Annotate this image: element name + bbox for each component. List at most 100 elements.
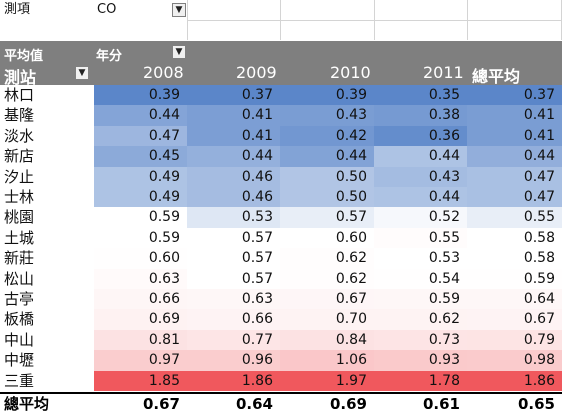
heatmap-cell: 0.57: [187, 248, 280, 269]
grand-total-2010: 0.69: [329, 395, 367, 413]
heatmap-cell: 0.79: [467, 330, 562, 350]
heatmap-cell: 0.45: [94, 146, 187, 167]
filter-field-label: 測項: [4, 2, 31, 17]
heatmap-cell: 0.93: [374, 350, 467, 371]
column-header-2010: 2010: [330, 63, 371, 82]
heatmap-cell: 0.58: [467, 228, 562, 248]
heatmap-cell: 0.57: [280, 207, 374, 228]
heatmap-cell: 0.49: [94, 167, 187, 187]
column-header-grand-total: 總平均: [472, 67, 521, 86]
row-label: 士林: [4, 188, 35, 206]
heatmap-cell: 0.66: [187, 309, 280, 330]
heatmap-cell: 0.70: [280, 309, 374, 330]
heatmap-cell: 0.37: [467, 85, 562, 105]
heatmap-cell: 0.58: [467, 248, 562, 269]
heatmap-cell: 0.53: [187, 207, 280, 228]
heatmap-cell: 0.43: [280, 105, 374, 126]
heatmap-cell: 0.63: [187, 289, 280, 309]
heatmap-cell: 0.39: [280, 85, 374, 105]
heatmap-body: 林口 0.39 0.37 0.39 0.35 0.37 基隆 0.44 0.41 0.43 0.38…: [0, 85, 562, 392]
heatmap-cell: 0.97: [94, 350, 187, 371]
grid-line: [187, 20, 562, 21]
heatmap-cell: 0.46: [187, 187, 280, 207]
row-label: 板橋: [4, 310, 35, 328]
heatmap-cell: 0.42: [280, 126, 374, 146]
heatmap-cell: 0.57: [187, 269, 280, 289]
heatmap-cell: 0.47: [467, 187, 562, 207]
heatmap-cell: 0.73: [374, 330, 467, 350]
row-label: 松山: [4, 270, 35, 288]
grand-total-overall: 0.65: [517, 395, 555, 413]
heatmap-cell: 0.55: [467, 207, 562, 228]
heatmap-cell: 0.77: [187, 330, 280, 350]
row-label: 新莊: [4, 249, 35, 267]
grand-total-label: 總平均: [4, 395, 50, 413]
heatmap-cell: 0.84: [280, 330, 374, 350]
heatmap-cell: 0.41: [467, 126, 562, 146]
value-field-label: 平均值: [4, 49, 44, 64]
heatmap-cell: 0.53: [374, 248, 467, 269]
heatmap-cell: 0.44: [467, 146, 562, 167]
row-label: 桃園: [4, 208, 35, 226]
heatmap-cell: 1.06: [280, 350, 374, 371]
heatmap-cell: 0.62: [280, 248, 374, 269]
row-field-label: 測站: [4, 68, 37, 87]
heatmap-cell: 0.44: [374, 146, 467, 167]
heatmap-cell: 0.60: [94, 248, 187, 269]
column-field-label: 年分: [96, 49, 123, 64]
heatmap-cell: 1.78: [374, 371, 467, 391]
heatmap-cell: 0.66: [94, 289, 187, 309]
column-header-2009: 2009: [236, 63, 277, 82]
heatmap-cell: 0.55: [374, 228, 467, 248]
heatmap-cell: 0.47: [467, 167, 562, 187]
row-label: 中山: [4, 331, 35, 349]
heatmap-cell: 0.62: [280, 269, 374, 289]
row-label: 土城: [4, 229, 35, 247]
column-header-2011: 2011: [423, 63, 464, 82]
heatmap-cell: 0.41: [187, 105, 280, 126]
heatmap-cell: 0.50: [280, 167, 374, 187]
heatmap-cell: 0.44: [374, 187, 467, 207]
row-label: 淡水: [4, 127, 35, 145]
heatmap-cell: 0.47: [94, 126, 187, 146]
heatmap-cell: 0.67: [280, 289, 374, 309]
heatmap-cell: 0.37: [187, 85, 280, 105]
heatmap-cell: 0.46: [187, 167, 280, 187]
heatmap-cell: 0.64: [467, 289, 562, 309]
heatmap-cell: 0.69: [94, 309, 187, 330]
grand-total-2009: 0.64: [235, 395, 273, 413]
heatmap-cell: 0.96: [187, 350, 280, 371]
heatmap-cell: 1.86: [467, 371, 562, 391]
heatmap-cell: 0.50: [280, 187, 374, 207]
heatmap-cell: 0.43: [374, 167, 467, 187]
column-header-2008: 2008: [143, 63, 184, 82]
heatmap-cell: 0.59: [467, 269, 562, 289]
row-label: 基隆: [4, 106, 35, 124]
grand-total-2011: 0.61: [422, 395, 460, 413]
row-label: 三重: [4, 372, 35, 390]
row-label: 古亭: [4, 290, 35, 308]
heatmap-cell: 0.62: [374, 309, 467, 330]
column-filter-icon[interactable]: ▼: [172, 45, 186, 59]
heatmap-cell: 0.41: [467, 105, 562, 126]
heatmap-cell: 0.39: [94, 85, 187, 105]
filter-field-value: CO: [97, 2, 117, 17]
filter-area: 測項 CO ▼: [0, 0, 562, 41]
row-label: 汐止: [4, 168, 35, 186]
heatmap-cell: 0.44: [94, 105, 187, 126]
heatmap-cell: 1.97: [280, 371, 374, 391]
heatmap-cell: 1.86: [187, 371, 280, 391]
heatmap-cell: 0.67: [467, 309, 562, 330]
heatmap-cell: 0.49: [94, 187, 187, 207]
row-filter-icon[interactable]: ▼: [75, 66, 89, 80]
heatmap-cell: 0.52: [374, 207, 467, 228]
row-label: 新店: [4, 147, 35, 165]
heatmap-cell: 0.35: [374, 85, 467, 105]
heatmap-cell: 0.59: [94, 207, 187, 228]
heatmap-cell: 0.59: [374, 289, 467, 309]
pivot-header: 平均值 年分 ▼ 測站 ▼ 2008 2009 2010 2011 總平均: [0, 41, 562, 87]
row-label: 中壢: [4, 351, 35, 369]
heatmap-cell: 0.44: [187, 146, 280, 167]
row-label: 林口: [4, 86, 35, 104]
filter-dropdown-icon[interactable]: ▼: [172, 3, 186, 17]
